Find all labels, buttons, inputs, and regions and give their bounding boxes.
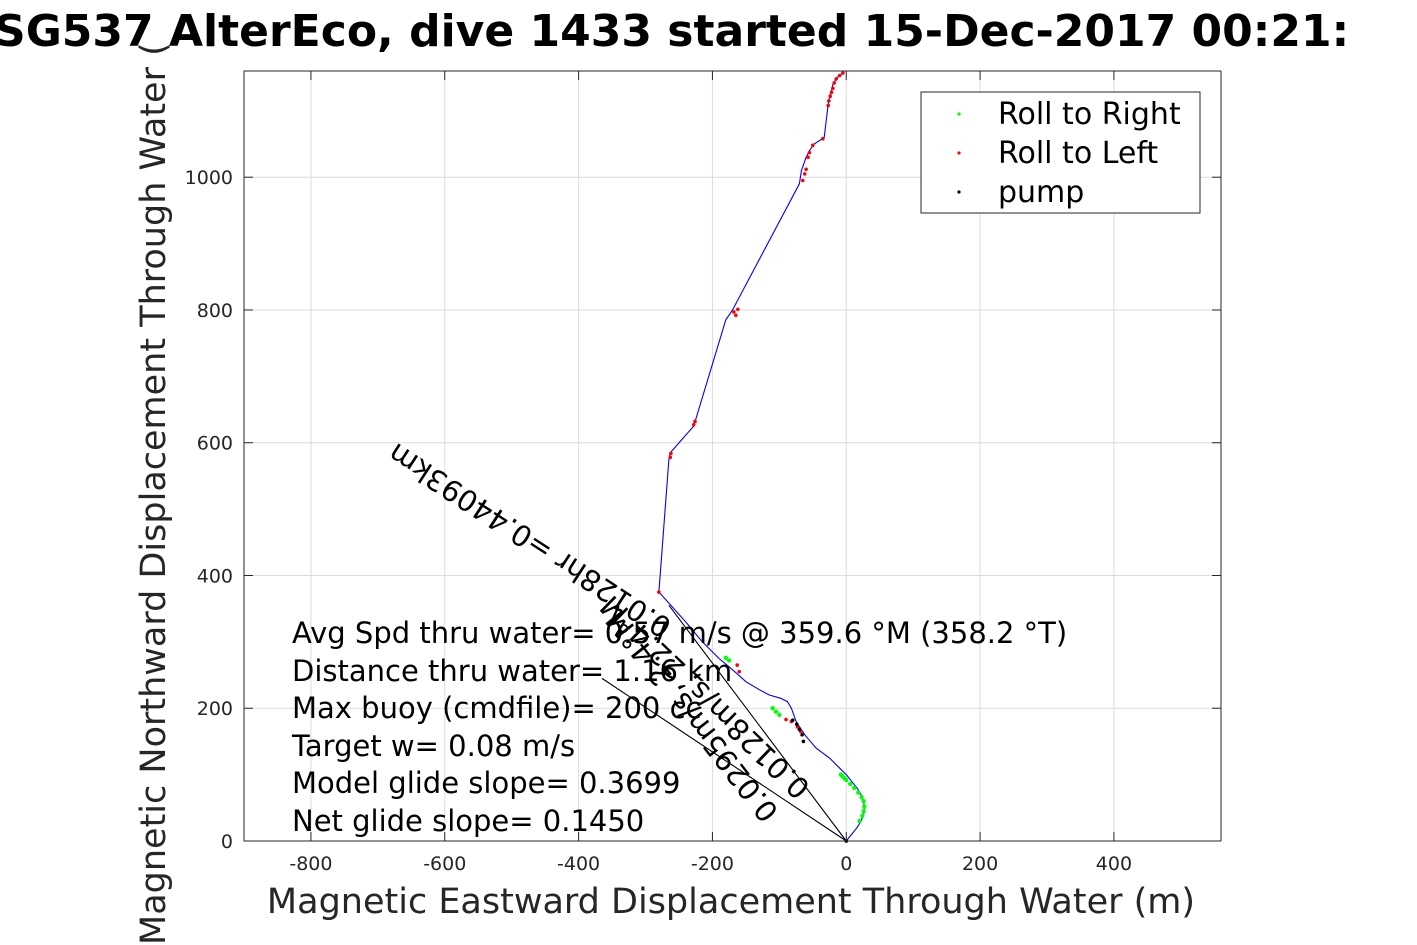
roll-left-point bbox=[800, 178, 805, 183]
roll-right-point bbox=[856, 790, 861, 795]
chart-title: SG537 AlterEco, dive 1433 started 15-Dec… bbox=[0, 6, 1349, 57]
roll-left-point bbox=[804, 167, 808, 172]
roll-left-point bbox=[834, 77, 839, 81]
x-tick-label: -600 bbox=[423, 853, 466, 875]
annotation-avg-speed: Avg Spd thru water= 0.57 m/s @ 359.6 °M … bbox=[292, 616, 1067, 650]
x-tick-label: 200 bbox=[962, 853, 998, 875]
x-tick-label: 0 bbox=[840, 853, 852, 875]
x-tick-label: -800 bbox=[289, 853, 332, 875]
pump-point bbox=[790, 718, 795, 722]
annotation-max-buoy: Max buoy (cmdfile)= 200 cc bbox=[292, 691, 701, 725]
roll-left-point bbox=[784, 717, 788, 722]
roll-right-point bbox=[838, 772, 844, 777]
roll-left-point bbox=[736, 307, 740, 312]
roll-right-point bbox=[861, 808, 866, 814]
plot-frame bbox=[243, 70, 1222, 842]
annotation-distance: Distance thru water= 1.16 km bbox=[292, 654, 732, 688]
roll-right-point bbox=[848, 781, 853, 787]
current-vector-1 bbox=[668, 605, 847, 842]
legend-marker-pump bbox=[957, 190, 961, 194]
roll-right-point bbox=[723, 655, 729, 660]
dive-summary: Avg Spd thru water= 0.57 m/s @ 359.6 °M … bbox=[291, 616, 1067, 838]
roll-right-point bbox=[852, 785, 857, 791]
pump-point bbox=[801, 739, 806, 744]
roll-left-point bbox=[657, 590, 661, 594]
roll-left-point bbox=[806, 155, 810, 160]
x-tick-label: -200 bbox=[691, 853, 734, 875]
y-tick-labels: 0 200 400 600 800 1000 bbox=[185, 167, 233, 853]
roll-left-point bbox=[829, 90, 834, 95]
x-tick-label: 400 bbox=[1096, 853, 1132, 875]
roll-left-point bbox=[737, 669, 741, 674]
y-tick-label: 800 bbox=[197, 300, 233, 322]
roll-right-point bbox=[859, 794, 864, 800]
track-series bbox=[658, 73, 865, 842]
tick-marks bbox=[244, 71, 1221, 842]
legend-marker-roll-left bbox=[957, 151, 961, 155]
y-tick-label: 600 bbox=[197, 433, 233, 455]
roll-left-point bbox=[669, 451, 673, 456]
y-tick-label: 200 bbox=[197, 698, 233, 720]
legend-label-pump: pump bbox=[998, 175, 1084, 210]
x-tick-label: -400 bbox=[557, 853, 600, 875]
annotation-model-glide: Model glide slope= 0.3699 bbox=[292, 766, 680, 800]
annotation-target-w: Target w= 0.08 m/s bbox=[291, 729, 575, 763]
roll-left-point bbox=[821, 136, 825, 141]
roll-right-point bbox=[726, 658, 732, 663]
x-axis-label: Magnetic Eastward Displacement Through W… bbox=[267, 882, 1195, 922]
legend-label-roll-left: Roll to Left bbox=[998, 136, 1158, 171]
roll-right-point bbox=[861, 798, 866, 804]
roll-left-point bbox=[691, 423, 696, 427]
legend: Roll to Right Roll to Left pump bbox=[920, 91, 1201, 214]
roll-left-point bbox=[668, 455, 673, 460]
y-axis-label: Magnetic Northward Displacement Through … bbox=[134, 42, 174, 945]
roll-right-point bbox=[770, 706, 775, 711]
roll-left-point bbox=[807, 150, 812, 155]
marker-series bbox=[657, 71, 867, 843]
roll-left-point bbox=[827, 99, 831, 103]
legend-label-roll-right: Roll to Right bbox=[998, 97, 1181, 132]
legend-box bbox=[920, 91, 1201, 214]
pump-point bbox=[794, 722, 799, 726]
roll-right-point bbox=[862, 804, 867, 809]
annotation-net-glide: Net glide slope= 0.1450 bbox=[292, 804, 644, 838]
roll-left-point bbox=[693, 419, 697, 424]
roll-left-point bbox=[831, 86, 835, 91]
roll-right-point bbox=[777, 712, 782, 718]
roll-left-point bbox=[811, 143, 815, 148]
y-tick-label: 400 bbox=[197, 565, 233, 587]
roll-right-point bbox=[773, 709, 779, 714]
roll-left-point bbox=[832, 81, 837, 85]
current-vector-2 bbox=[601, 677, 847, 842]
y-tick-label: 1000 bbox=[185, 167, 233, 189]
roll-left-point bbox=[826, 103, 830, 108]
roll-right-point bbox=[860, 813, 865, 818]
pump-point bbox=[800, 732, 804, 737]
roll-right-point bbox=[857, 818, 862, 824]
roll-left-point bbox=[802, 172, 807, 176]
legend-marker-roll-right bbox=[957, 112, 961, 116]
roll-left-point bbox=[735, 663, 739, 667]
roll-left-point bbox=[837, 73, 842, 78]
roll-left-point bbox=[841, 71, 845, 75]
current-vectors bbox=[601, 605, 847, 842]
roll-left-point bbox=[828, 94, 832, 99]
roll-left-point bbox=[734, 313, 738, 318]
roll-left-point bbox=[732, 310, 736, 314]
pump-point bbox=[797, 727, 802, 732]
x-tick-labels: -800 -600 -400 -200 0 200 400 bbox=[289, 853, 1132, 875]
track-line bbox=[658, 73, 865, 842]
y-tick-label: 0 bbox=[221, 831, 233, 853]
